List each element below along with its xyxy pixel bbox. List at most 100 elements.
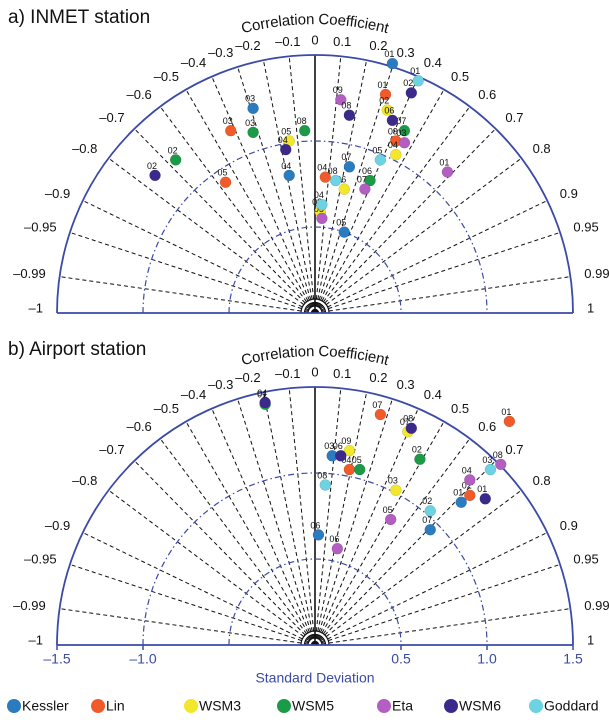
correlation-line: [314, 388, 342, 646]
legend-label: WSM5: [292, 698, 334, 714]
data-point: [424, 524, 436, 536]
correlation-tick-label: 0.95: [573, 552, 598, 567]
center-arc: [300, 630, 330, 646]
data-point: [390, 149, 402, 161]
correlation-line: [159, 438, 316, 646]
point-label: 01: [477, 484, 487, 494]
correlation-tick-label: –0.2: [235, 38, 260, 53]
correlation-tick-label: –0.4: [181, 55, 206, 70]
point-label: 07: [422, 515, 432, 525]
panel-title: a) INMET station: [8, 7, 150, 28]
correlation-tick-label: 0.4: [424, 387, 442, 402]
legend-label: Kessler: [22, 698, 69, 714]
correlation-tick-label: –0.8: [72, 141, 97, 156]
correlation-tick-label: 0.8: [533, 141, 551, 156]
data-point: [424, 505, 436, 517]
correlation-tick-label: 0: [311, 364, 318, 379]
point-label: 02: [168, 145, 178, 155]
legend-marker: [7, 699, 21, 713]
point-label: 01: [378, 80, 388, 90]
point-label: 04: [314, 190, 324, 200]
correlation-tick-label: 0.3: [397, 45, 415, 60]
point-label: 07: [400, 417, 410, 427]
sd-grid-arc: [142, 472, 488, 646]
point-label: 02: [379, 95, 389, 105]
data-point: [335, 450, 347, 462]
correlation-tick-label: –0.95: [24, 220, 57, 235]
point-label: 02: [147, 161, 157, 171]
data-point: [484, 463, 497, 476]
data-point: [149, 169, 161, 182]
center-arc: [303, 633, 327, 646]
correlation-tick-label: 0.2: [369, 370, 387, 385]
correlation-tick-label: 0.7: [505, 442, 523, 457]
data-point: [503, 415, 516, 428]
correlation-tick-label: –0.6: [126, 87, 151, 102]
legend-marker: [184, 699, 198, 713]
correlation-line: [288, 56, 316, 314]
correlation-tick-label: –1: [29, 632, 43, 647]
correlation-tick-label: –0.6: [126, 419, 151, 434]
correlation-tick-label: –0.5: [154, 401, 179, 416]
point-label: 09: [388, 126, 398, 136]
legend-marker: [91, 699, 105, 713]
correlation-line: [185, 421, 316, 646]
correlation-tick-label: –0.99: [13, 266, 46, 281]
point-label: 05: [336, 218, 346, 228]
correlation-line: [314, 89, 445, 314]
point-label: 02: [412, 445, 422, 455]
correlation-tick-label: –0.1: [275, 366, 300, 381]
correlation-tick-label: –0.9: [45, 518, 70, 533]
data-point: [384, 513, 397, 526]
point-label: 06: [336, 175, 346, 185]
correlation-tick-label: 0.1: [333, 34, 351, 49]
correlation-tick-label: 0.99: [584, 266, 609, 281]
center-arc: [300, 298, 330, 314]
point-label: 08: [297, 116, 307, 126]
correlation-line: [314, 398, 393, 646]
data-point: [335, 93, 347, 106]
data-point: [405, 87, 418, 99]
correlation-tick-label: –1: [29, 300, 43, 315]
data-point: [359, 183, 371, 195]
point-label: 02: [403, 78, 413, 88]
correlation-line: [108, 157, 316, 314]
data-point: [343, 463, 356, 476]
correlation-tick-label: 0.5: [451, 401, 469, 416]
data-point: [283, 169, 295, 182]
data-point: [398, 124, 411, 137]
data-point: [329, 174, 342, 187]
correlation-tick-label: –0.3: [208, 45, 233, 60]
point-label: 06: [384, 106, 394, 116]
center-arc: [303, 301, 327, 314]
point-label: 06: [310, 520, 320, 530]
correlation-tick-label: 0.9: [560, 186, 578, 201]
x-tick-label: 1.5: [563, 651, 583, 667]
correlation-line: [314, 66, 393, 314]
correlation-line: [314, 532, 548, 646]
data-point: [338, 226, 350, 238]
data-point: [364, 174, 376, 187]
point-label: 04: [281, 161, 291, 171]
correlation-line: [314, 563, 561, 646]
data-point: [464, 489, 476, 502]
data-point: [343, 444, 356, 457]
correlation-line: [108, 489, 316, 646]
point-label: 07: [372, 400, 382, 410]
data-point: [247, 126, 259, 139]
correlation-line: [237, 66, 316, 314]
point-label: 01: [257, 390, 267, 400]
correlation-line: [211, 408, 316, 646]
point-label: 02: [422, 496, 432, 506]
correlation-line: [314, 276, 571, 314]
sd-grid-arc: [228, 226, 402, 314]
legend-marker: [277, 699, 291, 713]
correlation-line: [314, 106, 471, 314]
point-label: 04: [341, 455, 351, 465]
correlation-tick-label: 0: [311, 32, 318, 47]
point-label: 05: [281, 126, 291, 136]
correlation-tick-label: –0.5: [154, 69, 179, 84]
correlation-line: [314, 128, 496, 314]
point-label: 04: [257, 388, 267, 398]
data-point: [412, 75, 424, 87]
